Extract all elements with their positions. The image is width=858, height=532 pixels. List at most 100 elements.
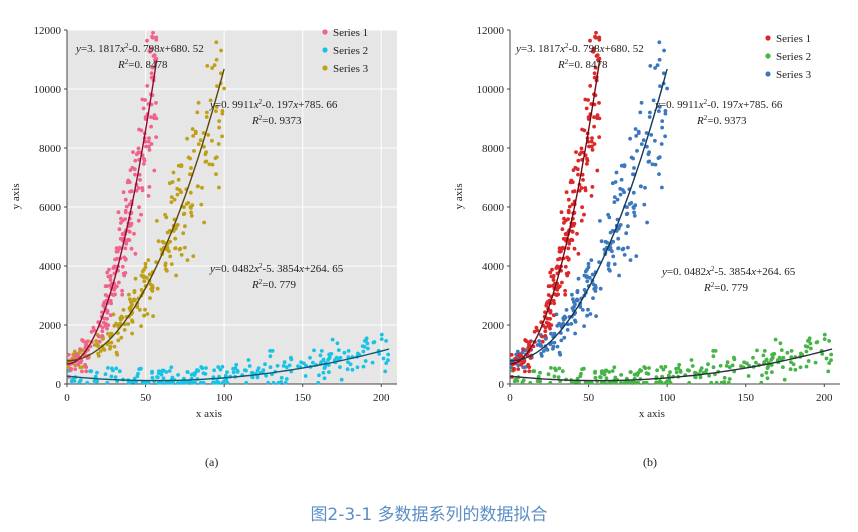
data-point-series-1 <box>560 280 564 285</box>
data-point-series-2 <box>318 353 323 358</box>
data-point-series-3 <box>175 192 180 197</box>
data-point-series-2 <box>270 349 275 353</box>
y-tick-label: 4000 <box>482 261 505 273</box>
data-point-series-3 <box>557 321 561 326</box>
data-point-series-2 <box>693 375 698 380</box>
y-tick-label: 2000 <box>482 320 505 332</box>
data-point-series-2 <box>751 355 755 360</box>
data-point-series-1 <box>575 167 580 172</box>
data-point-series-2 <box>826 369 831 374</box>
data-point-series-2 <box>363 359 368 363</box>
legend-label-series-2: Series 2 <box>776 51 811 63</box>
data-point-series-2 <box>612 365 617 370</box>
data-point-series-2 <box>674 366 678 371</box>
data-point-series-3 <box>617 273 621 278</box>
data-point-series-3 <box>119 335 124 340</box>
data-point-series-3 <box>605 240 609 245</box>
data-point-series-2 <box>689 358 694 362</box>
data-point-series-2 <box>667 377 672 382</box>
data-point-series-2 <box>521 378 526 383</box>
data-point-series-1 <box>523 338 527 342</box>
data-point-series-2 <box>619 373 623 377</box>
data-point-series-2 <box>782 377 787 382</box>
fit-curve-series-3 <box>510 68 668 362</box>
data-point-series-2 <box>361 364 366 369</box>
data-point-series-1 <box>108 278 113 282</box>
data-point-series-2 <box>169 365 174 370</box>
data-point-series-1 <box>149 71 154 76</box>
data-point-series-2 <box>189 372 194 377</box>
data-point-series-2 <box>103 372 108 377</box>
x-tick-label: 0 <box>507 392 513 404</box>
data-point-series-3 <box>214 109 218 113</box>
legend-marker-series-1 <box>322 29 328 35</box>
data-point-series-2 <box>600 369 604 374</box>
data-point-series-1 <box>145 84 150 88</box>
data-point-series-3 <box>645 220 649 225</box>
data-point-series-2 <box>379 332 384 337</box>
data-point-series-3 <box>188 156 193 161</box>
data-point-series-3 <box>214 40 219 45</box>
data-point-series-3 <box>624 231 629 236</box>
data-point-series-3 <box>571 297 575 302</box>
data-point-series-3 <box>202 144 206 149</box>
data-point-series-2 <box>604 376 609 381</box>
data-point-series-2 <box>808 341 813 346</box>
y-tick-label: 10000 <box>34 84 62 96</box>
data-point-series-3 <box>632 206 636 210</box>
data-point-series-3 <box>643 185 647 190</box>
data-point-series-2 <box>255 368 260 373</box>
y-tick-label: 8000 <box>39 143 62 155</box>
data-point-series-2 <box>610 369 615 373</box>
data-point-series-1 <box>595 116 599 120</box>
data-point-series-3 <box>191 134 196 138</box>
data-point-series-2 <box>638 368 642 372</box>
data-point-series-3 <box>629 201 634 205</box>
data-point-series-1 <box>549 274 554 279</box>
data-point-series-3 <box>176 177 181 182</box>
data-point-series-1 <box>563 264 568 269</box>
data-point-series-2 <box>157 369 161 374</box>
data-point-series-3 <box>521 365 526 370</box>
data-point-series-2 <box>110 366 114 371</box>
data-point-series-1 <box>89 329 94 334</box>
data-point-series-1 <box>581 178 585 182</box>
data-point-series-2 <box>636 370 641 375</box>
data-point-series-2 <box>287 363 292 368</box>
data-point-series-3 <box>140 269 145 274</box>
data-point-series-3 <box>633 203 638 208</box>
data-point-series-3 <box>552 340 557 345</box>
data-point-series-1 <box>551 298 556 303</box>
data-point-series-1 <box>590 136 594 141</box>
data-point-series-2 <box>598 375 603 380</box>
data-point-series-3 <box>631 156 635 161</box>
data-point-series-1 <box>590 148 595 152</box>
data-point-series-1 <box>66 352 71 357</box>
data-point-series-2 <box>114 366 119 371</box>
legend-marker-series-2 <box>322 47 328 53</box>
data-point-series-3 <box>590 272 595 277</box>
data-point-series-3 <box>569 322 574 326</box>
x-tick-label: 200 <box>373 392 390 404</box>
legend-marker-series-3 <box>322 65 328 71</box>
panel-a-label: (a) <box>205 455 219 469</box>
data-point-series-2 <box>577 380 581 385</box>
data-point-series-2 <box>827 339 831 343</box>
data-point-series-3 <box>564 308 569 312</box>
data-point-series-1 <box>551 313 556 318</box>
data-point-series-3 <box>146 258 151 262</box>
data-point-series-3 <box>611 228 615 233</box>
data-point-series-2 <box>263 362 267 367</box>
data-point-series-3 <box>121 308 126 312</box>
data-point-series-1 <box>141 106 146 111</box>
data-point-series-3 <box>628 136 632 141</box>
data-point-series-3 <box>147 272 152 277</box>
data-point-series-2 <box>95 370 99 375</box>
data-point-series-3 <box>612 262 617 266</box>
data-point-series-1 <box>566 271 571 275</box>
data-point-series-3 <box>607 215 612 220</box>
data-point-series-1 <box>145 38 149 43</box>
data-point-series-2 <box>583 380 588 385</box>
data-point-series-2 <box>643 366 648 371</box>
data-point-series-2 <box>644 380 649 385</box>
